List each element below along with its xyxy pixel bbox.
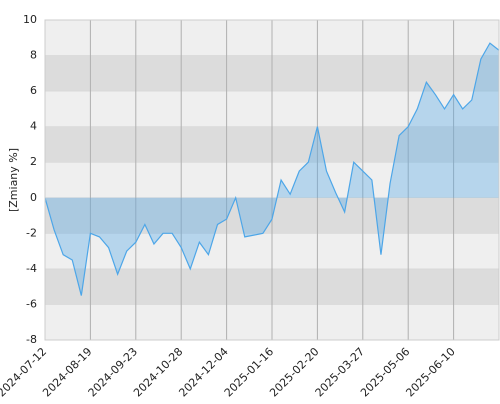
y-tick-label: 6 [30,84,37,97]
y-tick-label: -6 [26,297,37,310]
x-tick-label: 2025-06-10 [403,345,457,399]
y-tick-label: 8 [30,49,37,62]
area [45,43,499,296]
y-tick-label: -8 [26,333,37,346]
y-tick-label: 0 [30,191,37,204]
y-tick-label: 10 [23,13,37,26]
y-axis-label: [Zmiany %] [7,148,20,212]
plot-border [44,19,500,341]
y-tick-label: -2 [26,226,37,239]
y-tick-label: -4 [26,262,37,275]
y-tick-label: 2 [30,155,37,168]
y-tick-label: 4 [30,120,37,133]
line [44,42,500,296]
